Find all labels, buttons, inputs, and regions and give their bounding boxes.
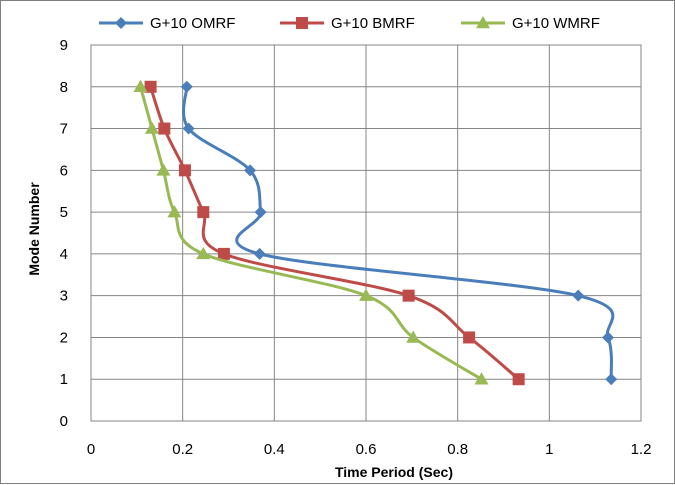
series-3	[133, 79, 489, 385]
gridlines	[90, 44, 642, 422]
data-point	[572, 289, 585, 302]
x-tick-label: 0.4	[264, 441, 285, 458]
legend-item: G+10 WMRF	[461, 15, 600, 32]
legend-marker	[296, 17, 308, 29]
y-tick-label: 4	[60, 246, 68, 263]
series-1	[180, 80, 618, 386]
y-tick-label: 7	[60, 121, 68, 138]
y-axis-title: Mode Number	[26, 182, 42, 276]
x-tick-label: 0	[87, 441, 95, 458]
data-point	[197, 206, 210, 219]
data-point	[474, 372, 489, 385]
data-point	[217, 247, 230, 260]
y-tick-label: 1	[60, 371, 68, 388]
data-point	[605, 373, 618, 386]
data-point	[144, 121, 159, 134]
data-point	[254, 206, 267, 219]
data-point	[158, 122, 171, 135]
data-point	[182, 122, 195, 135]
y-tick-label: 6	[60, 162, 68, 179]
x-tick-label: 1	[545, 441, 553, 458]
series-line	[181, 86, 615, 380]
data-point	[512, 373, 525, 386]
x-tick-label: 0.6	[356, 441, 377, 458]
y-tick-label: 5	[60, 204, 68, 221]
y-tick-label: 3	[60, 288, 68, 305]
legend-label: G+10 OMRF	[150, 15, 235, 32]
data-point	[178, 164, 191, 177]
y-tick-label: 2	[60, 329, 68, 346]
legend-item: G+10 BMRF	[280, 15, 415, 32]
data-point	[167, 205, 182, 218]
legend-marker	[476, 16, 490, 29]
data-point	[156, 163, 171, 176]
y-tick-label: 9	[60, 37, 68, 54]
legend-marker	[115, 17, 127, 29]
data-point	[359, 288, 373, 301]
series-line	[139, 86, 483, 381]
x-tick-label: 0.8	[447, 441, 468, 458]
x-axis-title: Time Period (Sec)	[335, 464, 453, 480]
data-point	[180, 80, 193, 93]
data-point	[406, 330, 421, 343]
series-group	[133, 79, 618, 386]
legend-item: G+10 OMRF	[99, 15, 235, 32]
series-2	[144, 80, 525, 386]
legend-label: G+10 WMRF	[512, 15, 600, 32]
data-point	[244, 164, 257, 177]
plot-area-border	[90, 44, 642, 422]
y-tick-label: 0	[60, 413, 68, 430]
x-tick-label: 1.2	[631, 441, 652, 458]
data-point	[463, 331, 476, 344]
legend-label: G+10 BMRF	[331, 15, 415, 32]
data-point	[144, 80, 157, 93]
data-point	[602, 331, 614, 344]
data-point	[196, 246, 211, 260]
data-point	[133, 79, 148, 93]
x-tick-label: 0.2	[172, 441, 193, 458]
y-tick-label: 8	[60, 79, 68, 96]
data-point	[253, 247, 266, 260]
data-point	[402, 289, 415, 302]
x-tick-labels: 0 0.2 0.4 0.6 0.8 1 1.2	[87, 441, 652, 458]
legend: G+10 OMRF G+10 BMRF G+10 WMRF	[99, 15, 600, 32]
y-tick-labels: 0 1 2 3 4 5 6 7 8 9	[60, 37, 68, 430]
